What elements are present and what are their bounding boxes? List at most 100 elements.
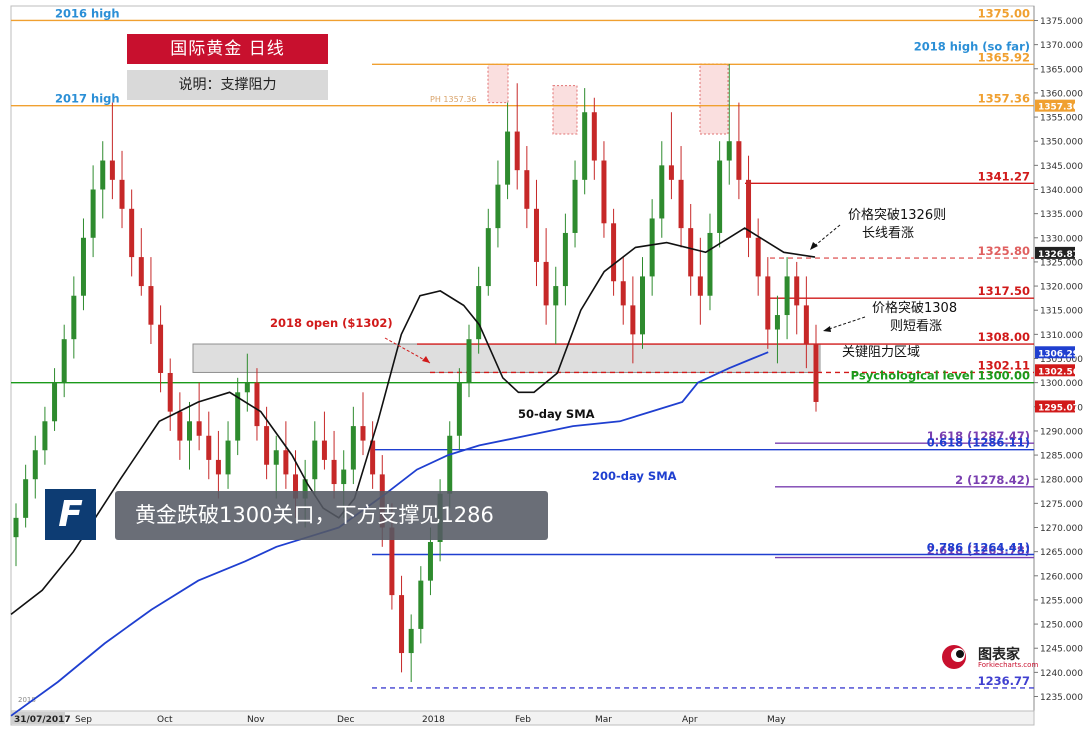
price-tick-label: 1285.000: [1040, 452, 1083, 462]
candle-body: [119, 179, 125, 209]
candle-body: [640, 276, 646, 335]
candle-body: [389, 527, 395, 596]
candle-body: [524, 170, 530, 209]
high-highlight: [699, 63, 729, 135]
price-tag-label: 1295.07: [1038, 403, 1079, 413]
price-tag-bg: [1035, 364, 1075, 377]
candle-body: [206, 435, 212, 460]
time-label: Apr: [682, 715, 698, 725]
chart-annotations: 2018 open ($1302) PH 1357.36 价格突破1326则长线看涨…: [270, 95, 957, 483]
sma-50-line: [10, 227, 816, 616]
price-tick-label: 1350.000: [1040, 138, 1083, 148]
price-tick-label: 1310.000: [1040, 331, 1083, 341]
annotation-ph: PH 1357.36: [430, 95, 476, 104]
price-tick-label: 1315.000: [1040, 307, 1083, 317]
level-label: 1325.80: [978, 244, 1030, 258]
price-tick-label: 1245.000: [1040, 645, 1083, 655]
level-left-label: 2017 high: [55, 92, 120, 106]
candle-body: [293, 474, 299, 499]
candle-body: [341, 469, 347, 485]
price-tick-label: 1365.000: [1040, 65, 1083, 75]
candle-body: [717, 160, 723, 233]
candle-body: [321, 440, 327, 460]
candle-body: [148, 286, 154, 325]
level-label: 0.618 (1286.11): [927, 436, 1030, 450]
candle-body: [601, 160, 607, 224]
price-tick-label: 1355.000: [1040, 114, 1083, 124]
candle-body: [408, 628, 414, 654]
price-tags: 1357.36 1326.87 1306.29 1302.56 1295.07: [1035, 99, 1079, 413]
price-tick-label: 1235.000: [1040, 693, 1083, 703]
candle-body: [803, 305, 809, 345]
candle-body: [668, 165, 674, 180]
price-tick-label: 1260.000: [1040, 572, 1083, 582]
candle-body: [726, 141, 732, 161]
candle-body: [177, 411, 183, 441]
candle-body: [611, 223, 617, 282]
price-axis: 1235.000 1240.000 1245.000 1250.000 1255.000…: [1033, 6, 1083, 711]
candle-body: [350, 426, 356, 470]
annotation-long-2: 长线看涨: [862, 225, 914, 241]
high-highlight-boxes: [487, 63, 729, 135]
level-label: Psychological level 1300.00: [851, 369, 1030, 383]
high-highlight: [487, 63, 509, 104]
candle-body: [774, 315, 780, 330]
candle-body: [649, 218, 655, 277]
annotation-short-2: 则短看涨: [890, 318, 942, 334]
candle-body: [505, 131, 511, 185]
candle-body: [129, 208, 135, 258]
candle-body: [13, 517, 19, 538]
annotation-2018-open-arrow: [384, 337, 431, 364]
price-tick-label: 1290.000: [1040, 427, 1083, 437]
price-tick-label: 1240.000: [1040, 669, 1083, 679]
price-tag-bg: [1035, 400, 1075, 413]
price-tick-label: 1360.000: [1040, 89, 1083, 99]
time-label: 31/07/2017: [14, 715, 71, 725]
price-tick-label: 1280.000: [1040, 476, 1083, 486]
price-tick-label: 1330.000: [1040, 234, 1083, 244]
level-label: 2 (1278.42): [955, 473, 1030, 487]
watermark-name: 图表家: [978, 647, 1020, 663]
time-label: Oct: [157, 715, 173, 725]
price-tick-label: 1370.000: [1040, 41, 1083, 51]
candle-body: [61, 339, 67, 383]
level-label: 0.786 (1264.41): [927, 540, 1030, 554]
candle-body: [109, 160, 115, 180]
price-tag-bg: [1035, 246, 1075, 259]
candle-body: [418, 580, 424, 629]
candle-body: [215, 459, 221, 475]
price-tag-label: 1302.56: [1038, 367, 1079, 377]
candle-body: [360, 426, 366, 441]
candle-body: [273, 450, 279, 465]
time-label: Nov: [247, 715, 265, 725]
candle-body: [196, 421, 202, 436]
candle-body: [456, 382, 462, 436]
resistance-zone: [192, 343, 821, 373]
level-label: 1236.77: [978, 674, 1030, 688]
arrowhead-icon: [422, 356, 430, 363]
high-highlight: [552, 85, 578, 135]
candle-body: [755, 237, 761, 277]
time-label: 2018: [422, 715, 445, 725]
price-tick-label: 1335.000: [1040, 210, 1083, 220]
candle-body: [427, 541, 433, 581]
price-tick-label: 1325.000: [1040, 258, 1083, 268]
candle-body: [225, 440, 231, 475]
price-tag-label: 1326.87: [1038, 250, 1079, 260]
candle-body: [697, 276, 703, 296]
price-tick-label: 1300.000: [1040, 379, 1083, 389]
candle-body: [254, 382, 260, 427]
price-tick-label: 1255.000: [1040, 596, 1083, 606]
candle-body: [813, 344, 819, 402]
candle-body: [485, 228, 491, 287]
annotation-sma50: 50-day SMA: [518, 407, 595, 421]
candlestick-series: [13, 63, 819, 683]
candle-body: [302, 479, 308, 499]
candle-body: [533, 208, 539, 262]
time-label: Feb: [515, 715, 531, 725]
watermark-icon: [942, 645, 966, 669]
time-label: Sep: [75, 715, 92, 725]
headline-banner: 黄金跌破1300关口，下方支撑见1286: [115, 491, 548, 540]
